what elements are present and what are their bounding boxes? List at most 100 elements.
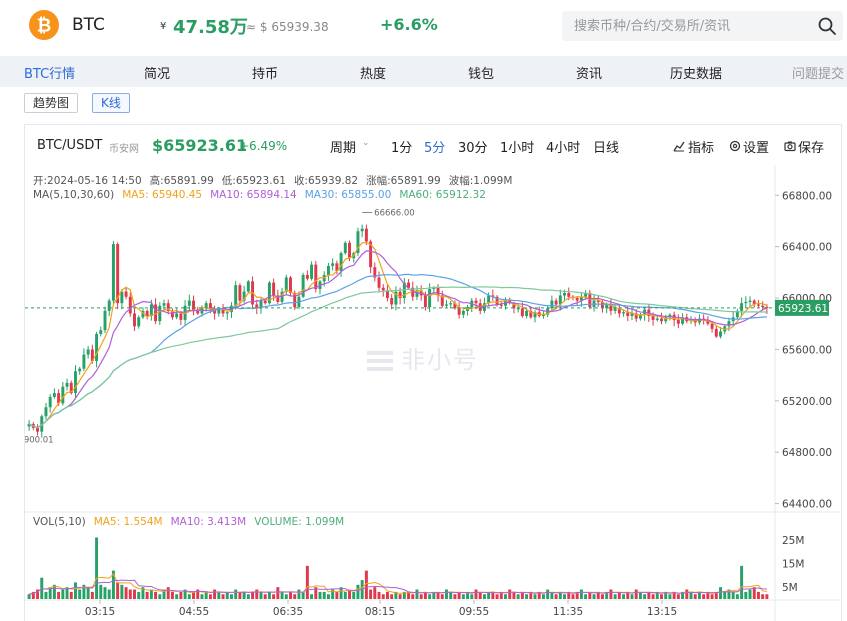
candle-body: [149, 304, 153, 317]
tab-trend-chart[interactable]: 趋势图: [24, 93, 79, 113]
candle-body: [681, 317, 685, 324]
timeframe-30m[interactable]: 30分: [458, 141, 488, 156]
candle-body: [440, 295, 444, 306]
volume-bar: [149, 589, 153, 599]
volume-bar: [301, 591, 305, 599]
indicator-icon[interactable]: [673, 140, 685, 152]
volume-bar: [69, 591, 73, 599]
volume-bar: [765, 594, 769, 599]
candle-body: [394, 291, 398, 305]
volume-bar: [183, 589, 187, 599]
gear-icon[interactable]: [729, 140, 741, 152]
search-icon[interactable]: [817, 16, 837, 36]
volume-bar: [36, 589, 40, 599]
nav-item-popularity[interactable]: 热度: [360, 67, 387, 82]
candle-body: [356, 231, 360, 254]
chevron-down-icon[interactable]: ⌄: [362, 138, 370, 148]
volume-bar: [731, 591, 735, 599]
volume-bar: [664, 591, 668, 599]
price-usd-approx: ≈ $ 65939.38: [246, 20, 329, 34]
candle-body: [428, 289, 432, 308]
volume-bar: [419, 594, 423, 599]
timeframe-1h[interactable]: 1小时: [500, 141, 535, 156]
volume-bar: [445, 589, 448, 599]
candle-body: [78, 368, 82, 372]
nav-item-news[interactable]: 资讯: [576, 67, 603, 82]
candle-body: [398, 291, 402, 299]
candle-body: [90, 349, 94, 361]
volume-bar: [356, 584, 360, 599]
candle-body: [86, 349, 90, 355]
volume-bar: [52, 584, 56, 599]
volume-bar: [120, 584, 124, 599]
nav-item-holdings[interactable]: 持币: [252, 67, 279, 82]
timeframe-5m[interactable]: 5分: [424, 141, 446, 156]
volume-bar: [752, 587, 756, 599]
kline-chart[interactable]: 66800.0066400.0066000.0065600.0065200.00…: [25, 125, 841, 621]
volume-bar: [529, 591, 533, 599]
nav-item-overview[interactable]: 简况: [144, 67, 171, 82]
volume-bar: [251, 591, 255, 599]
tab-kline[interactable]: K线: [92, 93, 130, 113]
candle-body: [343, 242, 347, 254]
nav-item-btc-market[interactable]: BTC行情: [24, 67, 76, 82]
timeframe-1m[interactable]: 1分: [391, 141, 413, 156]
indicator-button[interactable]: 指标: [688, 141, 715, 156]
volume-bar: [647, 591, 651, 599]
candle-body: [554, 300, 558, 305]
volume-bar: [714, 591, 718, 599]
price-tick-label: 64400.00: [782, 499, 832, 511]
search-box[interactable]: [562, 11, 843, 41]
search-input[interactable]: [574, 16, 804, 36]
trading-pair: BTC/USDT: [37, 138, 103, 153]
candle-body: [187, 300, 191, 306]
ohlc-close: 收:65939.82: [293, 175, 359, 187]
candle-body: [710, 323, 714, 329]
candle-body: [432, 287, 436, 290]
candle-body: [74, 371, 77, 394]
volume-bar: [495, 594, 499, 599]
candle-body: [145, 310, 149, 317]
candle-body: [596, 300, 600, 302]
volume-bar: [133, 589, 136, 599]
volume-bar: [107, 589, 111, 599]
volume-bar: [99, 584, 103, 599]
volume-bar: [478, 591, 482, 599]
volume-bar: [352, 591, 356, 599]
candle-body: [339, 253, 343, 272]
volume-bar: [385, 591, 389, 599]
candle-body: [584, 292, 588, 297]
volume-bar: [259, 591, 263, 599]
volume-bar: [432, 591, 436, 599]
candle-body: [116, 244, 120, 304]
candle-body: [453, 303, 457, 309]
nav-item-history[interactable]: 历史数据: [670, 67, 723, 82]
candle-body: [744, 301, 748, 304]
nav-item-wallet[interactable]: 钱包: [468, 67, 495, 82]
volume-bar: [723, 591, 727, 599]
pair-change-percent: +6.49%: [239, 139, 288, 153]
camera-icon[interactable]: [784, 140, 796, 152]
volume-bar: [617, 591, 621, 599]
ma10-line: [28, 250, 768, 429]
candle-body: [499, 304, 503, 306]
volume-bar: [470, 594, 474, 599]
candle-body: [579, 296, 583, 301]
nav-item-submit-issue[interactable]: 问题提交: [792, 67, 845, 82]
save-button[interactable]: 保存: [798, 141, 825, 156]
timeframe-1d[interactable]: 日线: [593, 141, 620, 156]
period-dropdown[interactable]: 周期: [330, 141, 357, 156]
candle-body: [40, 416, 44, 432]
volume-bar: [558, 591, 562, 599]
volume-bar: [668, 594, 672, 599]
volume-bar: [318, 591, 322, 599]
settings-button[interactable]: 设置: [743, 141, 770, 156]
candle-body: [415, 290, 419, 297]
candle-body: [217, 308, 221, 314]
current-price-label: 65923.61: [778, 303, 828, 315]
timeframe-4h[interactable]: 4小时: [546, 141, 581, 156]
volume-bar: [263, 594, 267, 599]
candle-body: [756, 304, 760, 306]
candle-body: [44, 407, 48, 417]
volume-bar: [719, 587, 722, 599]
